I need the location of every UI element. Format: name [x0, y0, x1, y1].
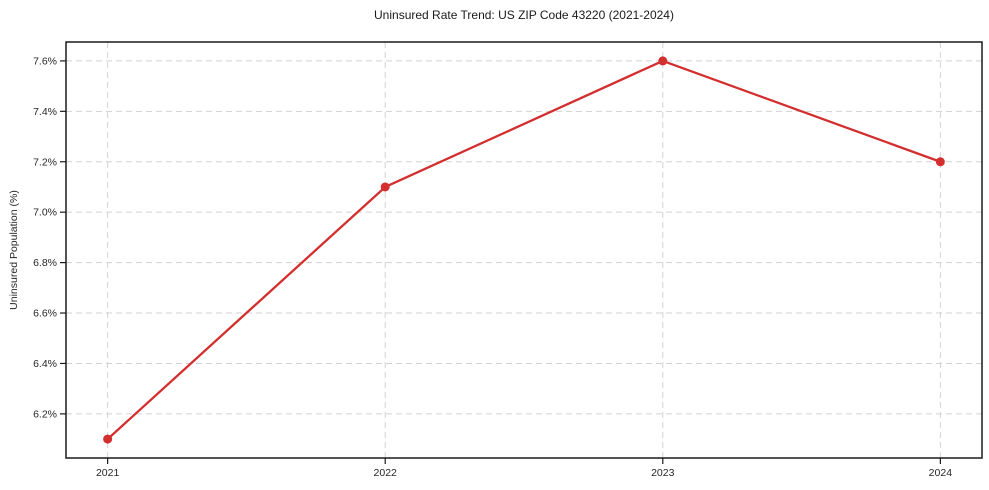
- y-tick-label: 6.2%: [33, 408, 57, 420]
- y-tick-label: 7.4%: [33, 106, 57, 118]
- data-point-2021: [103, 434, 113, 444]
- data-point-2024: [935, 157, 945, 167]
- y-tick-label: 7.2%: [33, 156, 57, 168]
- y-tick-label: 6.8%: [33, 257, 57, 269]
- x-tick-label: 2023: [651, 467, 675, 479]
- y-tick-label: 6.4%: [33, 358, 57, 370]
- chart-title: Uninsured Rate Trend: US ZIP Code 43220 …: [374, 8, 674, 22]
- y-tick-label: 6.6%: [33, 308, 57, 320]
- x-tick-label: 2021: [96, 467, 120, 479]
- x-tick-label: 2022: [374, 467, 398, 479]
- y-tick-label: 7.0%: [33, 207, 57, 219]
- y-tick-label: 7.6%: [33, 55, 57, 67]
- trend-line: [106, 59, 942, 441]
- data-point-2022: [380, 182, 390, 192]
- plot-border: [65, 41, 983, 459]
- data-point-2023: [658, 56, 668, 66]
- x-tick-label: 2024: [929, 467, 953, 479]
